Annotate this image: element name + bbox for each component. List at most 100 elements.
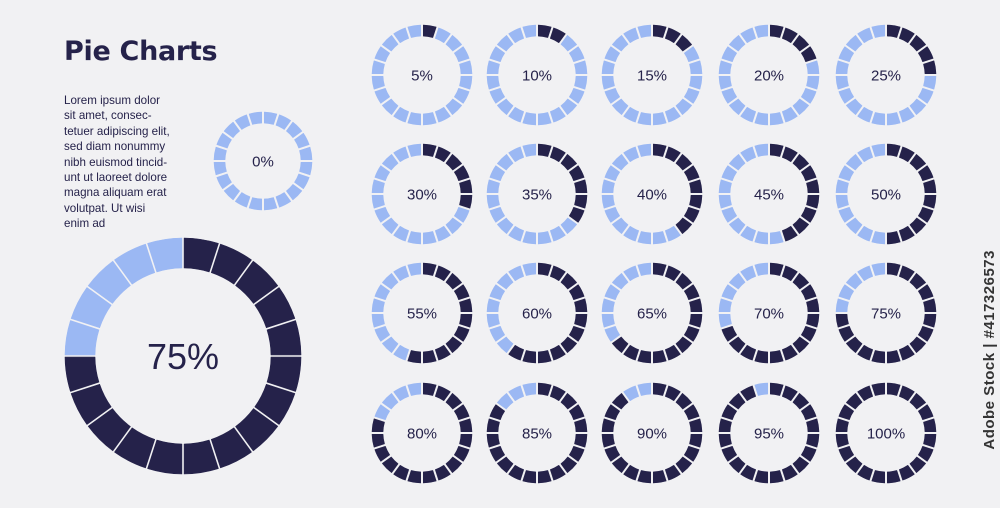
filled-segment	[792, 217, 809, 234]
filled-segment	[684, 325, 700, 342]
filled-segment	[434, 146, 451, 162]
filled-segment	[918, 445, 934, 462]
filled-segment	[918, 284, 934, 301]
filled-segment	[689, 434, 703, 448]
empty-segment	[64, 320, 100, 356]
filled-segment	[235, 260, 279, 304]
empty-segment	[486, 298, 500, 312]
filled-segment	[792, 393, 809, 410]
filled-segment	[664, 27, 681, 43]
pie-chart-60-percent: 60%	[486, 262, 588, 364]
empty-segment	[637, 112, 651, 126]
empty-segment	[871, 262, 885, 276]
filled-segment	[489, 404, 505, 421]
empty-segment	[486, 195, 500, 209]
empty-segment	[637, 262, 651, 276]
filled-segment	[604, 445, 620, 462]
filled-segment	[454, 445, 470, 462]
filled-segment	[887, 470, 901, 484]
empty-segment	[508, 385, 525, 401]
percent-label: 35%	[522, 186, 552, 203]
empty-segment	[601, 298, 615, 312]
empty-segment	[299, 162, 313, 176]
filled-segment	[675, 217, 692, 234]
empty-segment	[846, 98, 863, 115]
empty-segment	[423, 231, 437, 245]
empty-segment	[374, 325, 390, 342]
empty-segment	[718, 314, 732, 328]
filled-segment	[801, 206, 817, 223]
empty-segment	[838, 206, 854, 223]
empty-segment	[740, 107, 757, 123]
empty-segment	[382, 393, 399, 410]
empty-segment	[374, 87, 390, 104]
pie-chart-90-percent: 90%	[601, 382, 703, 484]
filled-segment	[684, 404, 700, 421]
filled-segment	[689, 195, 703, 209]
empty-segment	[486, 179, 500, 193]
empty-segment	[729, 217, 746, 234]
empty-segment	[445, 35, 462, 52]
pie-chart-100-percent: 100%	[835, 382, 937, 484]
empty-segment	[407, 24, 421, 38]
filled-segment	[689, 298, 703, 312]
empty-segment	[374, 165, 390, 182]
empty-segment	[248, 111, 262, 125]
empty-segment	[522, 112, 536, 126]
percent-label: 50%	[871, 186, 901, 203]
empty-segment	[213, 146, 227, 160]
filled-segment	[923, 418, 937, 432]
empty-segment	[434, 27, 451, 43]
empty-segment	[407, 382, 421, 396]
filled-segment	[454, 325, 470, 342]
filled-segment	[459, 434, 473, 448]
empty-segment	[508, 265, 525, 281]
filled-segment	[781, 345, 798, 361]
filled-segment	[637, 350, 651, 364]
empty-segment	[612, 273, 629, 290]
pie-chart-80-percent: 80%	[371, 382, 473, 484]
filled-segment	[923, 298, 937, 312]
filled-segment	[792, 336, 809, 353]
empty-segment	[721, 46, 737, 63]
percent-label: 40%	[637, 186, 667, 203]
filled-segment	[898, 385, 915, 401]
empty-segment	[423, 112, 437, 126]
filled-segment	[538, 24, 552, 38]
filled-segment	[887, 350, 901, 364]
filled-segment	[522, 470, 536, 484]
empty-segment	[689, 60, 703, 74]
empty-segment	[754, 382, 768, 396]
filled-segment	[235, 408, 279, 452]
empty-segment	[623, 385, 640, 401]
empty-segment	[871, 24, 885, 38]
empty-segment	[549, 226, 566, 242]
filled-segment	[838, 404, 854, 421]
empty-segment	[522, 382, 536, 396]
empty-segment	[601, 60, 615, 74]
filled-segment	[434, 465, 451, 481]
filled-segment	[569, 445, 585, 462]
empty-segment	[623, 107, 640, 123]
filled-segment	[675, 273, 692, 290]
filled-segment	[871, 470, 885, 484]
empty-segment	[637, 143, 651, 157]
empty-segment	[806, 76, 820, 90]
filled-segment	[70, 383, 112, 425]
filled-segment	[835, 434, 849, 448]
empty-segment	[887, 112, 901, 126]
filled-segment	[918, 46, 934, 63]
filled-segment	[718, 418, 732, 432]
filled-segment	[497, 456, 514, 473]
empty-segment	[234, 114, 251, 130]
empty-segment	[374, 404, 390, 421]
filled-segment	[664, 146, 681, 162]
filled-segment	[254, 383, 296, 425]
empty-segment	[497, 273, 514, 290]
filled-segment	[374, 445, 390, 462]
filled-segment	[574, 179, 588, 193]
filled-segment	[909, 273, 926, 290]
filled-segment	[684, 445, 700, 462]
filled-segment	[835, 314, 849, 328]
empty-segment	[857, 226, 874, 242]
